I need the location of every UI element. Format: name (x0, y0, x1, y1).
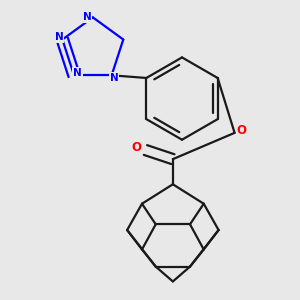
Text: N: N (83, 12, 92, 22)
Text: N: N (110, 73, 118, 82)
Text: N: N (55, 32, 63, 42)
Text: O: O (236, 124, 247, 137)
Text: N: N (73, 68, 82, 78)
Text: O: O (131, 141, 141, 154)
